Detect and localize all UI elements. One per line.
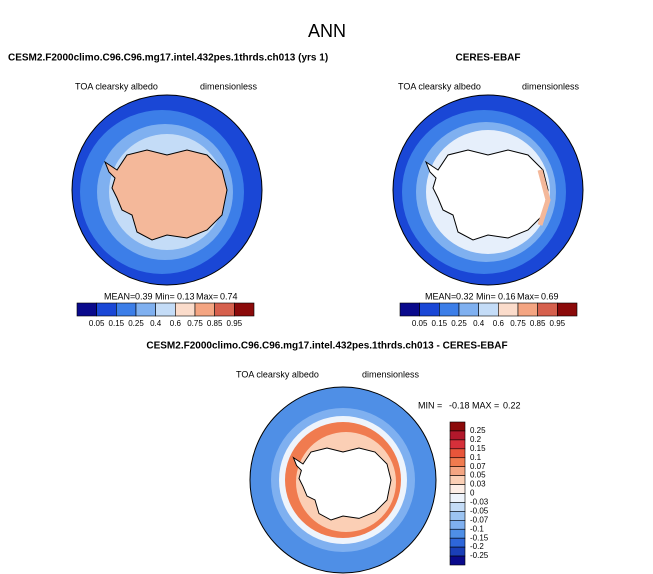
stat-label: Min= bbox=[155, 291, 175, 301]
variable-label: TOA clearsky albedo bbox=[75, 81, 158, 91]
units-label: dimensionless bbox=[200, 81, 258, 91]
map bbox=[392, 94, 584, 286]
colorbar-label: 0.15 bbox=[432, 319, 448, 328]
colorbar: 0.250.20.150.10.070.050.030-0.03-0.05-0.… bbox=[449, 421, 489, 566]
colorbar-label: 0.95 bbox=[227, 319, 243, 328]
colorbar-swatch bbox=[449, 528, 466, 539]
colorbar-label: 0.4 bbox=[150, 319, 162, 328]
stat-value: 0.32 bbox=[456, 291, 474, 301]
colorbar-label: 0.85 bbox=[207, 319, 223, 328]
colorbar-swatch bbox=[449, 520, 466, 530]
colorbar-label: 0.1 bbox=[470, 453, 482, 462]
stat-label: MEAN= bbox=[104, 291, 135, 301]
stat-value: 0.22 bbox=[503, 400, 521, 410]
colorbar-swatch bbox=[449, 555, 466, 566]
variable-label: TOA clearsky albedo bbox=[398, 81, 481, 91]
colorbar-label: 0.95 bbox=[550, 319, 566, 328]
colorbar-label: 0.07 bbox=[470, 462, 486, 471]
stat-value: 0.39 bbox=[135, 291, 153, 301]
colorbar-label: 0.25 bbox=[451, 319, 467, 328]
stat-value: 0.13 bbox=[177, 291, 195, 301]
colorbar-label: 0.75 bbox=[510, 319, 526, 328]
colorbar-swatch bbox=[449, 421, 466, 432]
colorbar-swatch bbox=[449, 448, 466, 459]
stat-label: Max= bbox=[196, 291, 218, 301]
colorbar-label: 0.6 bbox=[493, 319, 505, 328]
colorbar-label: -0.03 bbox=[470, 498, 489, 507]
colorbar-swatch bbox=[234, 302, 255, 317]
units-label: dimensionless bbox=[522, 81, 580, 91]
colorbar-label: -0.05 bbox=[470, 506, 489, 515]
colorbar-swatch bbox=[449, 457, 466, 467]
panel-title: CESM2.F2000climo.C96.C96.mg17.intel.432p… bbox=[8, 53, 328, 64]
colorbar-label: 0.2 bbox=[470, 435, 482, 444]
stat-value: 0.74 bbox=[220, 291, 238, 301]
stat-label: MEAN= bbox=[425, 291, 456, 301]
colorbar-swatch bbox=[175, 302, 196, 317]
colorbar-label: -0.2 bbox=[470, 542, 484, 551]
variable-label: TOA clearsky albedo bbox=[236, 369, 319, 379]
colorbar-label: -0.15 bbox=[470, 533, 489, 542]
colorbar-swatch bbox=[458, 302, 479, 317]
colorbar-swatch bbox=[96, 302, 117, 317]
colorbar-swatch bbox=[537, 302, 558, 317]
stat-value: -0.18 bbox=[449, 400, 470, 410]
colorbar-swatch bbox=[439, 302, 460, 317]
colorbar-label: -0.07 bbox=[470, 515, 489, 524]
map bbox=[249, 386, 437, 574]
colorbar-label: 0.05 bbox=[412, 319, 428, 328]
colorbar-label: 0.15 bbox=[109, 319, 125, 328]
colorbar-swatch bbox=[449, 546, 466, 557]
stat-label: Max= bbox=[517, 291, 539, 301]
colorbar-swatch bbox=[214, 302, 235, 317]
stat-value: 0.69 bbox=[541, 291, 559, 301]
colorbar-swatch bbox=[449, 475, 466, 485]
colorbar-label: 0.6 bbox=[170, 319, 182, 328]
colorbar-swatch bbox=[194, 302, 215, 317]
colorbar-swatch bbox=[478, 302, 499, 317]
stat-label: MIN = bbox=[418, 400, 442, 410]
colorbar-swatch bbox=[449, 430, 466, 441]
colorbar-swatch bbox=[449, 484, 466, 494]
colorbar-swatch bbox=[449, 493, 466, 503]
colorbar-swatch bbox=[498, 302, 519, 317]
colorbar-swatch bbox=[135, 302, 156, 317]
units-label: dimensionless bbox=[362, 369, 420, 379]
colorbar-swatch bbox=[449, 537, 466, 548]
colorbar-swatch bbox=[155, 302, 176, 317]
colorbar-label: -0.1 bbox=[470, 524, 484, 533]
colorbar: 0.05 0.15 0.25 0.4 0.6 0.75 0.85 0.95 bbox=[399, 302, 578, 328]
colorbar-label: 0.05 bbox=[89, 319, 105, 328]
colorbar-swatch bbox=[419, 302, 440, 317]
colorbar-label: 0.25 bbox=[128, 319, 144, 328]
colorbar-label: 0 bbox=[470, 489, 475, 498]
colorbar-label: 0.4 bbox=[473, 319, 485, 328]
colorbar-label: 0.85 bbox=[530, 319, 546, 328]
colorbar-swatch bbox=[449, 511, 466, 521]
stat-value: 0.16 bbox=[498, 291, 516, 301]
colorbar-swatch bbox=[449, 502, 466, 512]
colorbar-swatch bbox=[116, 302, 137, 317]
stat-label: Min= bbox=[476, 291, 496, 301]
colorbar-label: 0.03 bbox=[470, 480, 486, 489]
colorbar-swatch bbox=[557, 302, 578, 317]
stat-label: MAX = bbox=[472, 400, 499, 410]
colorbar-label: 0.25 bbox=[470, 426, 486, 435]
colorbar: 0.05 0.15 0.25 0.4 0.6 0.75 0.85 0.95 bbox=[76, 302, 255, 328]
colorbar-label: -0.25 bbox=[470, 551, 489, 560]
figure-title: ANN bbox=[308, 21, 346, 41]
colorbar-swatch bbox=[517, 302, 538, 317]
colorbar-label: 0.05 bbox=[470, 471, 486, 480]
colorbar-label: 0.15 bbox=[470, 444, 486, 453]
colorbar-swatch bbox=[449, 439, 466, 450]
panel-title: CESM2.F2000climo.C96.C96.mg17.intel.432p… bbox=[146, 341, 507, 352]
colorbar-swatch bbox=[76, 302, 97, 317]
colorbar-swatch bbox=[449, 466, 466, 476]
colorbar-label: 0.75 bbox=[187, 319, 203, 328]
panel-title: CERES-EBAF bbox=[455, 53, 520, 64]
map bbox=[71, 94, 263, 286]
colorbar-swatch bbox=[399, 302, 420, 317]
